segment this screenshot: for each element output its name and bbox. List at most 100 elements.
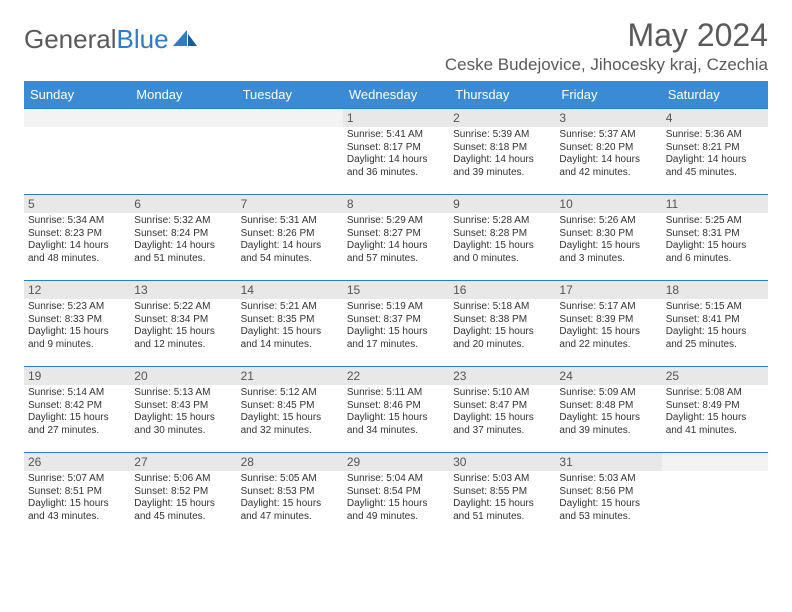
day-cell: 27Sunrise: 5:06 AMSunset: 8:52 PMDayligh…	[130, 453, 236, 539]
daylight-text: Daylight: 15 hours and 32 minutes.	[241, 412, 339, 437]
day-cell: 22Sunrise: 5:11 AMSunset: 8:46 PMDayligh…	[343, 367, 449, 453]
daylight-text: Daylight: 15 hours and 0 minutes.	[453, 240, 551, 265]
day-cell	[237, 109, 343, 195]
day-number: 2	[449, 109, 555, 127]
day-number: 1	[343, 109, 449, 127]
day-number: 30	[449, 453, 555, 471]
week-row: 5Sunrise: 5:34 AMSunset: 8:23 PMDaylight…	[24, 195, 768, 281]
sunrise-text: Sunrise: 5:28 AM	[453, 215, 551, 228]
sunrise-text: Sunrise: 5:13 AM	[134, 387, 232, 400]
sunset-text: Sunset: 8:55 PM	[453, 486, 551, 499]
day-cell: 13Sunrise: 5:22 AMSunset: 8:34 PMDayligh…	[130, 281, 236, 367]
sunrise-text: Sunrise: 5:08 AM	[666, 387, 764, 400]
daylight-text: Daylight: 14 hours and 51 minutes.	[134, 240, 232, 265]
sunset-text: Sunset: 8:28 PM	[453, 228, 551, 241]
daylight-text: Daylight: 14 hours and 36 minutes.	[347, 154, 445, 179]
dow-monday: Monday	[130, 81, 236, 109]
calendar-table: Sunday Monday Tuesday Wednesday Thursday…	[24, 81, 768, 539]
day-cell	[130, 109, 236, 195]
sunrise-text: Sunrise: 5:36 AM	[666, 129, 764, 142]
daylight-text: Daylight: 15 hours and 51 minutes.	[453, 498, 551, 523]
day-number: 10	[555, 195, 661, 213]
sunset-text: Sunset: 8:33 PM	[28, 314, 126, 327]
day-cell: 24Sunrise: 5:09 AMSunset: 8:48 PMDayligh…	[555, 367, 661, 453]
sunrise-text: Sunrise: 5:17 AM	[559, 301, 657, 314]
day-number: 11	[662, 195, 768, 213]
day-number: 19	[24, 367, 130, 385]
week-row: 12Sunrise: 5:23 AMSunset: 8:33 PMDayligh…	[24, 281, 768, 367]
sunset-text: Sunset: 8:35 PM	[241, 314, 339, 327]
day-cell	[662, 453, 768, 539]
daylight-text: Daylight: 15 hours and 37 minutes.	[453, 412, 551, 437]
sunrise-text: Sunrise: 5:34 AM	[28, 215, 126, 228]
sunrise-text: Sunrise: 5:41 AM	[347, 129, 445, 142]
sunset-text: Sunset: 8:54 PM	[347, 486, 445, 499]
day-number: 25	[662, 367, 768, 385]
daylight-text: Daylight: 15 hours and 22 minutes.	[559, 326, 657, 351]
daylight-text: Daylight: 14 hours and 54 minutes.	[241, 240, 339, 265]
sunrise-text: Sunrise: 5:25 AM	[666, 215, 764, 228]
day-cell: 25Sunrise: 5:08 AMSunset: 8:49 PMDayligh…	[662, 367, 768, 453]
sunset-text: Sunset: 8:20 PM	[559, 142, 657, 155]
sunrise-text: Sunrise: 5:32 AM	[134, 215, 232, 228]
day-number: 15	[343, 281, 449, 299]
day-number: 13	[130, 281, 236, 299]
sunset-text: Sunset: 8:24 PM	[134, 228, 232, 241]
week-row: 26Sunrise: 5:07 AMSunset: 8:51 PMDayligh…	[24, 453, 768, 539]
day-number: 6	[130, 195, 236, 213]
sunset-text: Sunset: 8:21 PM	[666, 142, 764, 155]
dow-saturday: Saturday	[662, 81, 768, 109]
day-cell: 5Sunrise: 5:34 AMSunset: 8:23 PMDaylight…	[24, 195, 130, 281]
daylight-text: Daylight: 14 hours and 48 minutes.	[28, 240, 126, 265]
day-number: 14	[237, 281, 343, 299]
sunset-text: Sunset: 8:38 PM	[453, 314, 551, 327]
day-number	[237, 109, 343, 127]
sunset-text: Sunset: 8:23 PM	[28, 228, 126, 241]
daylight-text: Daylight: 15 hours and 39 minutes.	[559, 412, 657, 437]
day-cell: 17Sunrise: 5:17 AMSunset: 8:39 PMDayligh…	[555, 281, 661, 367]
sunrise-text: Sunrise: 5:37 AM	[559, 129, 657, 142]
daylight-text: Daylight: 15 hours and 9 minutes.	[28, 326, 126, 351]
sunrise-text: Sunrise: 5:39 AM	[453, 129, 551, 142]
day-number: 7	[237, 195, 343, 213]
sunset-text: Sunset: 8:31 PM	[666, 228, 764, 241]
day-cell: 14Sunrise: 5:21 AMSunset: 8:35 PMDayligh…	[237, 281, 343, 367]
location-text: Ceske Budejovice, Jihocesky kraj, Czechi…	[445, 55, 768, 75]
day-cell: 2Sunrise: 5:39 AMSunset: 8:18 PMDaylight…	[449, 109, 555, 195]
day-number: 21	[237, 367, 343, 385]
sunrise-text: Sunrise: 5:12 AM	[241, 387, 339, 400]
calendar-page: GeneralBlue May 2024 Ceske Budejovice, J…	[0, 0, 792, 549]
sunrise-text: Sunrise: 5:11 AM	[347, 387, 445, 400]
week-row: 19Sunrise: 5:14 AMSunset: 8:42 PMDayligh…	[24, 367, 768, 453]
sunrise-text: Sunrise: 5:18 AM	[453, 301, 551, 314]
dow-tuesday: Tuesday	[237, 81, 343, 109]
sunrise-text: Sunrise: 5:26 AM	[559, 215, 657, 228]
sunset-text: Sunset: 8:34 PM	[134, 314, 232, 327]
sunset-text: Sunset: 8:41 PM	[666, 314, 764, 327]
day-number: 23	[449, 367, 555, 385]
daylight-text: Daylight: 15 hours and 12 minutes.	[134, 326, 232, 351]
daylight-text: Daylight: 14 hours and 45 minutes.	[666, 154, 764, 179]
day-number: 4	[662, 109, 768, 127]
logo: GeneralBlue	[24, 24, 199, 55]
sunrise-text: Sunrise: 5:10 AM	[453, 387, 551, 400]
day-cell: 31Sunrise: 5:03 AMSunset: 8:56 PMDayligh…	[555, 453, 661, 539]
sunrise-text: Sunrise: 5:14 AM	[28, 387, 126, 400]
daylight-text: Daylight: 15 hours and 43 minutes.	[28, 498, 126, 523]
day-cell: 15Sunrise: 5:19 AMSunset: 8:37 PMDayligh…	[343, 281, 449, 367]
sunrise-text: Sunrise: 5:05 AM	[241, 473, 339, 486]
sunrise-text: Sunrise: 5:23 AM	[28, 301, 126, 314]
day-number: 20	[130, 367, 236, 385]
sunrise-text: Sunrise: 5:29 AM	[347, 215, 445, 228]
day-number: 27	[130, 453, 236, 471]
logo-word2: Blue	[117, 24, 169, 55]
daylight-text: Daylight: 15 hours and 6 minutes.	[666, 240, 764, 265]
day-cell: 9Sunrise: 5:28 AMSunset: 8:28 PMDaylight…	[449, 195, 555, 281]
day-number: 18	[662, 281, 768, 299]
daylight-text: Daylight: 15 hours and 47 minutes.	[241, 498, 339, 523]
daylight-text: Daylight: 14 hours and 42 minutes.	[559, 154, 657, 179]
day-number: 26	[24, 453, 130, 471]
day-cell: 6 Sunrise: 5:32 AMSunset: 8:24 PMDaylight…	[130, 195, 236, 281]
day-cell: 21Sunrise: 5:12 AMSunset: 8:45 PMDayligh…	[237, 367, 343, 453]
dow-sunday: Sunday	[24, 81, 130, 109]
